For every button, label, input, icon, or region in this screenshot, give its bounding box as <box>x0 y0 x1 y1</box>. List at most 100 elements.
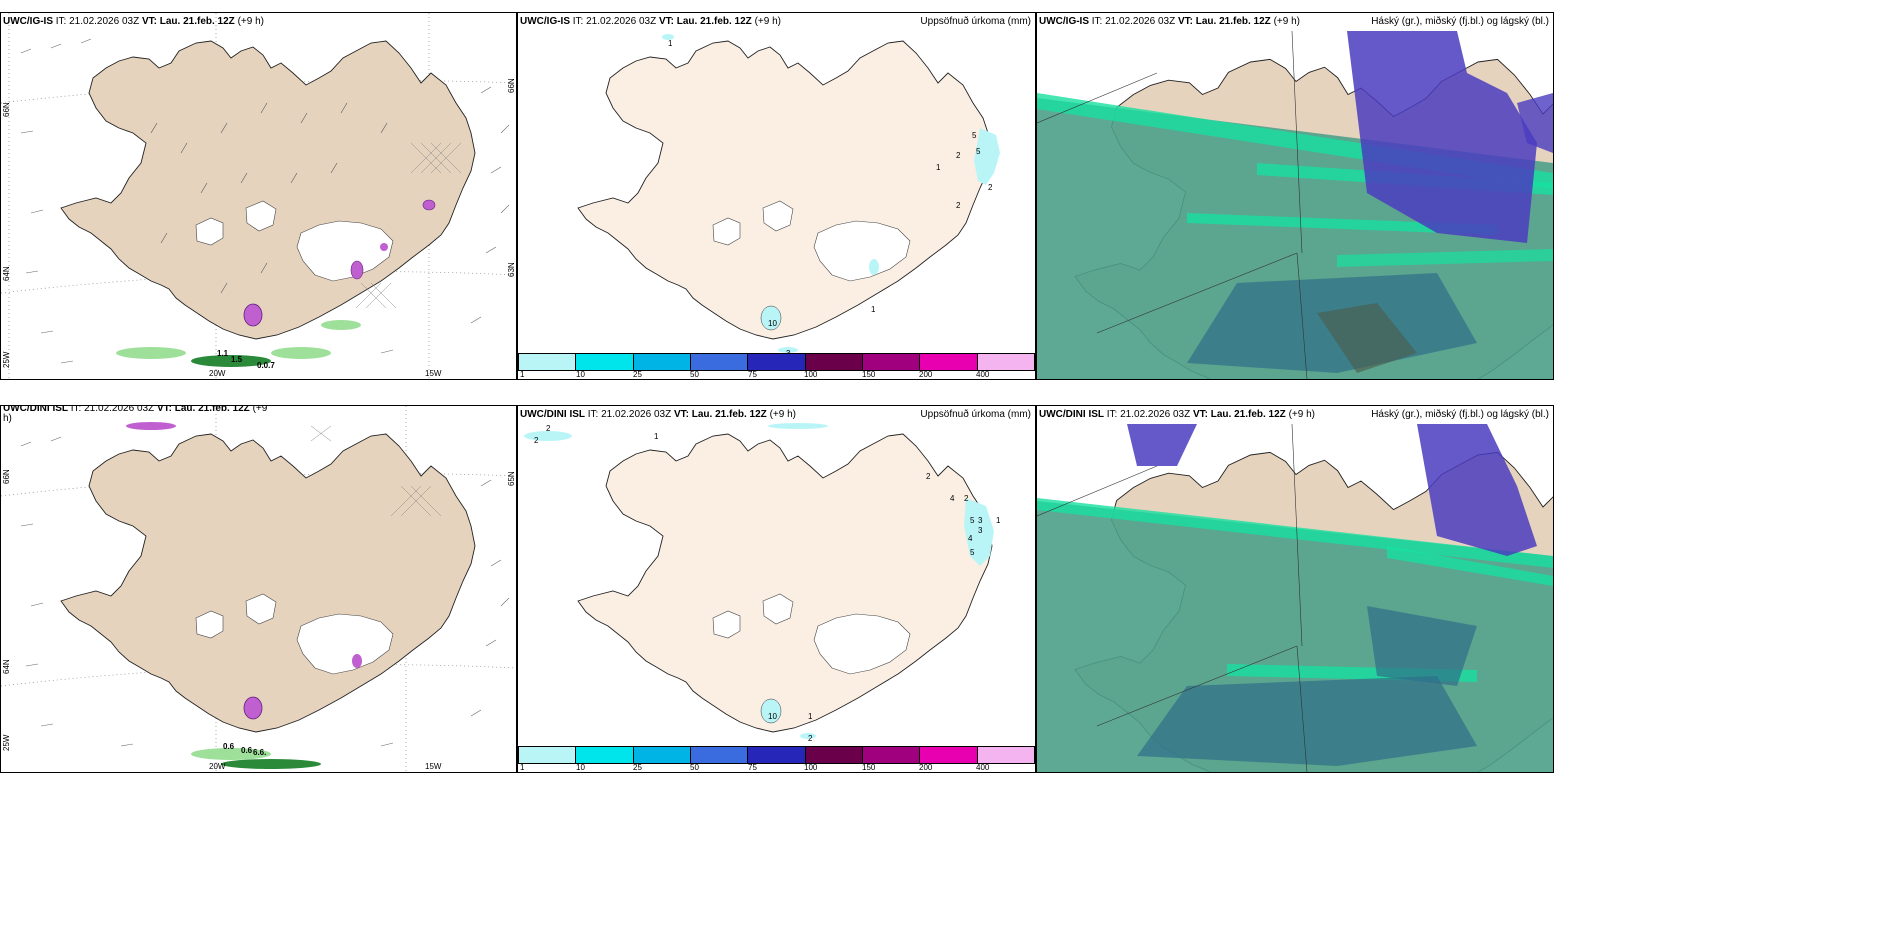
lon-label: 20W <box>209 762 226 771</box>
lat-label: 66N <box>2 102 11 117</box>
value-label: 3 <box>978 516 983 525</box>
colorbar-tick: 400 <box>976 370 990 379</box>
cloud-map <box>1037 30 1553 379</box>
value-label: 6.6. <box>253 748 267 757</box>
value-label: 1 <box>936 163 941 172</box>
value-label: 0.0.7 <box>257 361 275 370</box>
lat-label: 66N <box>507 78 516 93</box>
panel-title: Háský (gr.), miðský (fj.bl.) og lágský (… <box>1371 16 1549 27</box>
colorbar-swatch <box>976 746 1035 764</box>
value-label: 1 <box>871 305 876 314</box>
colorbar-tick: 75 <box>748 763 757 772</box>
colorbar-tick: 25 <box>633 763 642 772</box>
panel-title: Uppsöfnuð úrkoma (mm) <box>920 16 1031 27</box>
map-panel-clouds-row1: UWC/IG-IS IT: 21.02.2026 03Z VT: Lau. 21… <box>1036 12 1554 380</box>
value-label: 2 <box>964 494 969 503</box>
colorbar-tick: 25 <box>633 370 642 379</box>
value-label: 2 <box>808 734 813 743</box>
colorbar-tick: 1 <box>520 763 525 772</box>
colorbar-swatch <box>689 353 748 371</box>
colorbar-tick: 75 <box>748 370 757 379</box>
lat-label: 65N <box>507 471 516 486</box>
colorbar-swatch <box>861 746 920 764</box>
lat-label: 64N <box>2 659 11 674</box>
lat-label: 63N <box>507 262 516 277</box>
value-label: 1 <box>808 712 813 721</box>
value-label: 4 <box>950 494 955 503</box>
colorbar-swatch <box>804 746 862 764</box>
value-label: 3 <box>978 526 983 535</box>
colorbar-swatch <box>976 353 1035 371</box>
colorbar-swatch <box>632 746 690 764</box>
colorbar-swatch <box>919 746 977 764</box>
colorbar-tick: 50 <box>690 763 699 772</box>
lon-label: 20W <box>209 369 226 378</box>
lon-label: 15W <box>425 369 442 378</box>
map-panel-precip-row1: UWC/IG-IS IT: 21.02.2026 03Z VT: Lau. 21… <box>517 12 1036 380</box>
lon-label: 15W <box>425 762 442 771</box>
lat-label: 66N <box>2 469 11 484</box>
cloud-map <box>1037 423 1553 772</box>
value-label: 5 <box>970 516 975 525</box>
value-label: 1.1 <box>217 349 229 358</box>
colorbar-tick: 10 <box>576 763 585 772</box>
panel-header-cont: h) <box>3 413 12 424</box>
map-panel-wind-row1: UWC/IG-IS IT: 21.02.2026 03Z VT: Lau. 21… <box>0 12 517 380</box>
colorbar-swatch <box>747 353 805 371</box>
colorbar-tick: 150 <box>862 763 876 772</box>
value-label: 2 <box>956 151 961 160</box>
colorbar-tick: 1 <box>520 370 525 379</box>
colorbar-swatch <box>861 353 920 371</box>
precip-map <box>524 423 994 739</box>
panel-title: Háský (gr.), miðský (fj.bl.) og lágský (… <box>1371 409 1549 420</box>
colorbar-swatch <box>689 746 748 764</box>
colorbar-swatch <box>747 746 805 764</box>
colorbar-tick: 200 <box>919 370 933 379</box>
panel-header: UWC/IG-IS IT: 21.02.2026 03Z VT: Lau. 21… <box>1039 16 1300 27</box>
precip-map <box>577 34 1000 353</box>
colorbar-swatch <box>632 353 690 371</box>
wind-map <box>1 406 516 772</box>
panel-title: Uppsöfnuð úrkoma (mm) <box>920 409 1031 420</box>
colorbar-tick: 150 <box>862 370 876 379</box>
colorbar-swatch <box>804 353 862 371</box>
colorbar-swatch <box>518 746 576 764</box>
panel-header: UWC/DINI ISL IT: 21.02.2026 03Z VT: Lau.… <box>3 405 268 414</box>
colorbar <box>518 353 1035 371</box>
value-label: 5 <box>972 131 977 140</box>
value-label: 1 <box>668 39 673 48</box>
colorbar-tick: 50 <box>690 370 699 379</box>
value-label: 0.6 <box>223 742 235 751</box>
map-panel-clouds-row2: UWC/DINI ISL IT: 21.02.2026 03Z VT: Lau.… <box>1036 405 1554 773</box>
colorbar-swatch <box>518 353 576 371</box>
value-label: 5 <box>976 147 981 156</box>
colorbar-tick: 100 <box>804 370 818 379</box>
colorbar-tick: 100 <box>804 763 818 772</box>
value-label: 2 <box>988 183 993 192</box>
lat-label: 25W <box>2 351 11 368</box>
value-label: 2 <box>956 201 961 210</box>
map-panel-precip-row2: UWC/DINI ISL IT: 21.02.2026 03Z VT: Lau.… <box>517 405 1036 773</box>
value-label: 1 <box>996 516 1001 525</box>
map-panel-wind-row2: UWC/DINI ISL IT: 21.02.2026 03Z VT: Lau.… <box>0 405 517 773</box>
panel-header: UWC/IG-IS IT: 21.02.2026 03Z VT: Lau. 21… <box>3 16 264 27</box>
colorbar-tick: 10 <box>576 370 585 379</box>
colorbar-tick: 400 <box>976 763 990 772</box>
colorbar-swatch <box>575 353 633 371</box>
value-label: 1.5 <box>231 355 243 364</box>
value-label: 2 <box>534 436 539 445</box>
value-label: 10 <box>768 712 777 721</box>
value-label: 0.6 <box>241 746 253 755</box>
lat-label: 25W <box>2 734 11 751</box>
value-label: 5 <box>970 548 975 557</box>
colorbar-tick: 200 <box>919 763 933 772</box>
value-label: 4 <box>968 534 973 543</box>
colorbar <box>518 746 1035 764</box>
colorbar-swatch <box>575 746 633 764</box>
panel-header: UWC/IG-IS IT: 21.02.2026 03Z VT: Lau. 21… <box>520 16 781 27</box>
lat-label: 64N <box>2 266 11 281</box>
panel-header: UWC/DINI ISL IT: 21.02.2026 03Z VT: Lau.… <box>1039 409 1315 420</box>
value-label: 1 <box>654 432 659 441</box>
value-label: 2 <box>926 472 931 481</box>
colorbar-swatch <box>919 353 977 371</box>
